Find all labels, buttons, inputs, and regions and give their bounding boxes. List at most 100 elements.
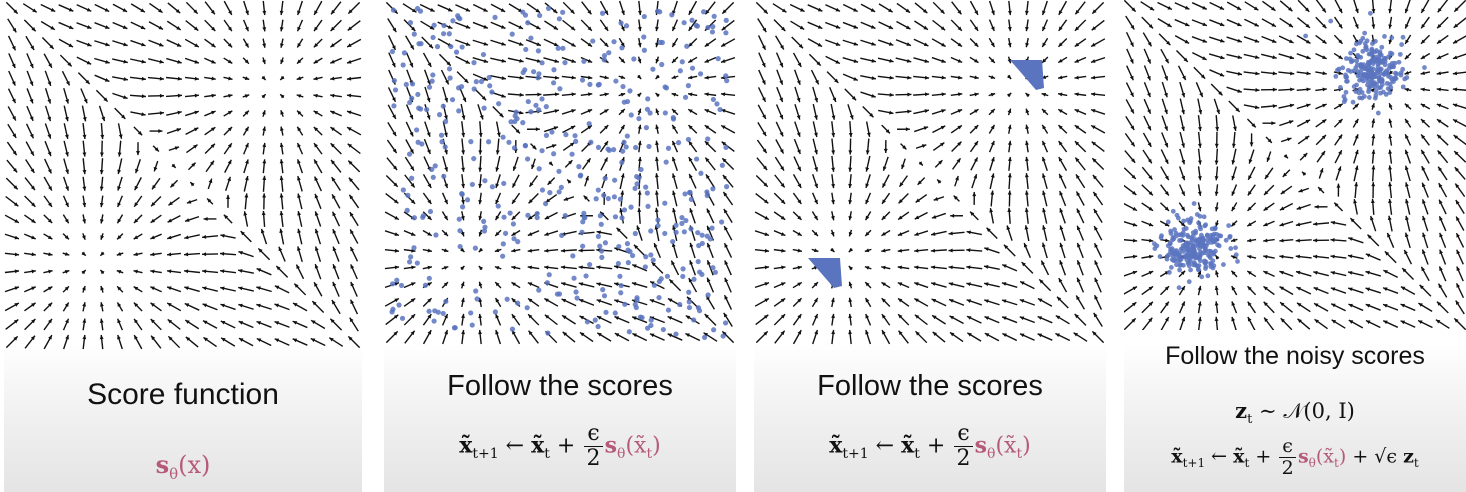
score-arrow xyxy=(1313,270,1329,277)
sample-point xyxy=(1189,235,1194,241)
score-arrow xyxy=(561,314,576,325)
score-arrow xyxy=(478,229,483,237)
score-arrow xyxy=(116,252,124,256)
sample-point xyxy=(453,49,460,55)
score-arrow xyxy=(618,108,626,116)
score-arrow xyxy=(807,21,823,30)
score-arrow xyxy=(225,176,231,191)
sample-point xyxy=(1165,219,1171,225)
sample-point xyxy=(579,77,586,83)
score-arrow xyxy=(1074,157,1086,171)
sample-point xyxy=(655,223,661,229)
score-arrow xyxy=(460,281,465,289)
score-arrow xyxy=(914,297,929,307)
score-arrow xyxy=(313,281,323,297)
score-arrow xyxy=(1001,299,1018,306)
score-arrow xyxy=(1315,34,1327,45)
score-arrow xyxy=(897,281,910,289)
score-arrow xyxy=(774,330,786,344)
score-arrow xyxy=(1024,225,1030,242)
score-arrow xyxy=(1093,208,1103,223)
score-arrow xyxy=(1179,316,1186,330)
score-arrow xyxy=(792,265,803,270)
score-arrow xyxy=(1404,70,1412,75)
score-arrow xyxy=(773,313,786,326)
score-arrow xyxy=(931,109,946,115)
sample-point xyxy=(520,120,526,126)
score-arrow xyxy=(757,87,767,103)
score-arrow xyxy=(1001,263,1018,272)
score-arrow xyxy=(1090,108,1106,115)
sample-point xyxy=(442,144,448,150)
sample-point xyxy=(1227,233,1233,239)
score-arrow xyxy=(862,106,874,118)
score-arrow xyxy=(1040,260,1050,276)
score-arrow xyxy=(4,286,20,293)
score-arrow xyxy=(877,92,894,97)
score-arrow xyxy=(970,157,979,171)
score-arrow xyxy=(614,332,630,342)
sample-point xyxy=(645,203,651,209)
score-arrow xyxy=(544,248,559,253)
sample-point xyxy=(443,298,449,305)
score-arrow xyxy=(1041,140,1049,153)
sample-point xyxy=(563,132,569,138)
vector-field-with-samples xyxy=(754,0,1106,345)
score-arrow xyxy=(261,57,266,65)
sample-point xyxy=(1233,245,1238,251)
score-arrow xyxy=(490,3,506,13)
score-arrow xyxy=(423,138,431,155)
score-arrow xyxy=(404,35,415,50)
score-arrow xyxy=(1243,71,1260,76)
score-arrow xyxy=(116,285,124,293)
score-arrow xyxy=(149,2,163,14)
score-arrow xyxy=(724,260,732,276)
sample-point xyxy=(1366,89,1371,95)
sample-point xyxy=(628,204,634,210)
eq-x-sub: t xyxy=(914,446,920,463)
score-arrow xyxy=(478,174,483,189)
sample-point xyxy=(438,132,445,138)
score-arrow xyxy=(584,175,589,187)
eq-arrow: ← xyxy=(1211,445,1228,468)
score-arrow xyxy=(1388,0,1393,14)
eq-score-sub: θ xyxy=(617,446,626,463)
score-arrow xyxy=(877,57,894,63)
score-arrow xyxy=(226,194,230,208)
score-arrow xyxy=(543,57,560,63)
score-arrow xyxy=(895,39,912,47)
score-arrow xyxy=(1024,0,1029,16)
sample-point xyxy=(643,125,650,131)
score-arrow xyxy=(58,4,74,12)
sample-point xyxy=(624,98,631,105)
sample-point xyxy=(512,118,518,125)
score-arrow xyxy=(147,93,165,98)
score-arrow xyxy=(1056,296,1069,309)
score-arrow xyxy=(1436,87,1449,92)
score-arrow xyxy=(915,144,927,149)
score-arrow xyxy=(279,19,284,32)
score-arrow xyxy=(185,110,199,117)
score-arrow xyxy=(95,89,109,103)
score-arrow xyxy=(636,74,642,80)
score-arrow xyxy=(1143,98,1152,115)
score-arrow xyxy=(848,281,853,289)
score-arrow xyxy=(988,19,995,32)
score-arrow xyxy=(1124,167,1137,180)
score-arrow xyxy=(43,176,53,191)
sample-point xyxy=(720,333,726,339)
score-arrow xyxy=(386,157,398,171)
score-arrow xyxy=(931,212,947,219)
score-arrow xyxy=(292,320,308,329)
sample-point xyxy=(624,241,631,247)
score-arrow xyxy=(152,145,160,153)
score-arrow xyxy=(1246,220,1257,227)
sample-point xyxy=(618,20,624,26)
score-arrow xyxy=(441,229,449,237)
score-arrow xyxy=(262,126,267,136)
score-arrow xyxy=(655,108,660,116)
score-arrow xyxy=(460,211,465,221)
sample-point xyxy=(481,105,487,111)
sample-point xyxy=(406,151,413,157)
score-arrow xyxy=(930,248,947,253)
